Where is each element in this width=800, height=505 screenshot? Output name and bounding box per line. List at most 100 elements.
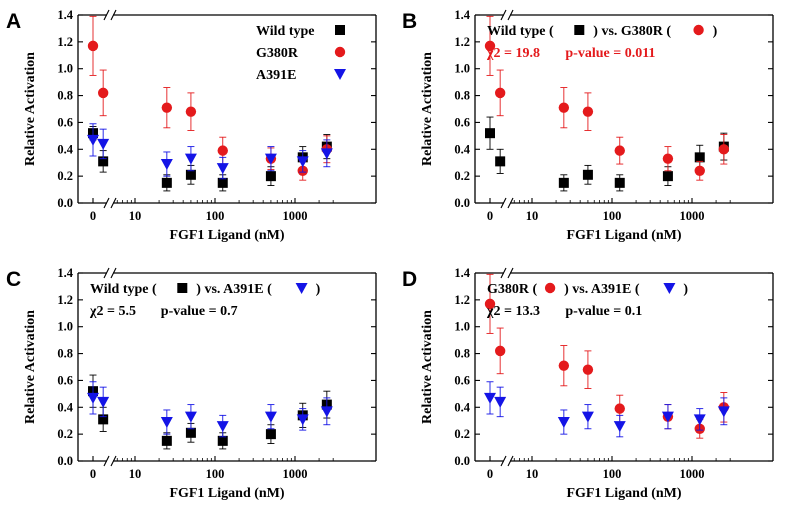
data-point-g380r	[694, 165, 705, 176]
axis-break-mark	[500, 455, 507, 467]
y-tick-label: 1.4	[454, 8, 470, 22]
x-tick-label: 1000	[680, 209, 705, 223]
legend-label-a391e: A391E	[256, 68, 296, 83]
y-tick-label: 0.8	[57, 347, 73, 361]
axis-break-mark	[500, 197, 507, 209]
data-point-a391e	[717, 406, 730, 418]
axis-break-mark	[500, 9, 507, 21]
y-tick-label: 0.2	[57, 427, 73, 441]
series-a391e	[87, 381, 333, 438]
y-tick-label: 0.2	[57, 169, 73, 183]
series-wild_type	[485, 116, 729, 192]
legend-text-part2: ) vs. G380R (	[593, 24, 671, 39]
y-tick-label: 1.2	[454, 293, 470, 307]
x-tick-label: 0	[90, 467, 96, 481]
data-point-wild_type	[582, 169, 593, 180]
legend-text-part3: )	[683, 282, 688, 297]
data-point-a391e	[160, 417, 173, 429]
legend-text-part2: ) vs. A391E (	[564, 282, 640, 297]
data-point-a391e	[97, 396, 110, 408]
data-point-wild_type	[98, 414, 109, 425]
data-point-a391e	[296, 156, 309, 168]
data-point-wild_type	[265, 171, 276, 182]
axis-break-mark	[110, 455, 117, 467]
axis-break-mark	[110, 197, 117, 209]
data-point-a391e	[87, 134, 99, 146]
y-tick-label: 1.2	[57, 35, 73, 49]
data-point-g380r	[558, 360, 570, 371]
y-tick-label: 0.0	[57, 454, 73, 468]
data-point-g380r	[662, 153, 674, 164]
x-tick-label: 10	[526, 467, 539, 481]
data-point-a391e	[613, 421, 626, 433]
y-tick-label: 1.0	[57, 320, 73, 334]
legend-text-part2: ) vs. A391E (	[196, 282, 272, 297]
data-point-wild_type	[217, 435, 228, 446]
data-point-g380r	[87, 40, 99, 52]
y-tick-label: 1.0	[454, 62, 470, 76]
legend-marker-g380r	[334, 46, 346, 58]
data-point-g380r	[582, 106, 594, 117]
x-tick-label: 100	[206, 467, 225, 481]
y-tick-label: 0.8	[454, 347, 470, 361]
data-point-a391e	[264, 153, 277, 165]
panel-letter: D	[402, 268, 417, 291]
data-point-g380r	[484, 40, 496, 52]
data-point-a391e	[184, 153, 197, 165]
y-tick-label: 0.0	[454, 454, 470, 468]
data-point-a391e	[97, 138, 110, 150]
data-point-a391e	[494, 396, 507, 408]
panel-letter: A	[6, 10, 21, 33]
axis-break-mark	[103, 197, 110, 209]
legend-marker-wild_type	[574, 25, 585, 35]
chi-square-value: χ2 = 19.8	[486, 46, 540, 61]
x-tick-label: 1000	[283, 467, 308, 481]
data-point-a391e	[581, 411, 594, 423]
x-tick-label: 1000	[283, 209, 308, 223]
y-tick-label: 1.2	[454, 35, 470, 49]
x-tick-label: 1000	[680, 467, 705, 481]
x-tick-label: 0	[487, 209, 493, 223]
data-point-wild_type	[161, 177, 172, 188]
p-value: p-value = 0.011	[565, 46, 655, 61]
data-point-g380r	[558, 102, 570, 113]
legend-label-g380r: G380R	[256, 46, 299, 61]
data-point-g380r	[582, 364, 594, 375]
legend-marker-wild_type	[177, 283, 188, 293]
y-tick-label: 0.2	[454, 427, 470, 441]
series-wild_type	[88, 374, 332, 450]
axis-break-mark	[507, 197, 514, 209]
data-point-a391e	[296, 414, 309, 426]
data-point-a391e	[184, 411, 197, 423]
y-tick-label: 0.6	[454, 373, 470, 387]
y-tick-label: 0.0	[57, 196, 73, 210]
data-point-a391e	[216, 163, 229, 175]
panel-letter: B	[402, 10, 417, 33]
data-point-g380r	[161, 102, 173, 113]
data-point-g380r	[484, 298, 496, 310]
y-tick-label: 0.6	[57, 115, 73, 129]
x-axis-title: FGF1 Ligand (nM)	[169, 228, 284, 243]
x-tick-label: 10	[129, 209, 142, 223]
y-tick-label: 0.8	[454, 89, 470, 103]
data-point-g380r	[494, 87, 506, 99]
legend-marker-wild_type	[335, 25, 345, 35]
data-point-g380r	[718, 144, 730, 155]
y-tick-label: 0.6	[454, 115, 470, 129]
data-point-a391e	[557, 417, 570, 429]
p-value: p-value = 0.7	[161, 304, 238, 319]
axis-break-mark	[110, 9, 117, 21]
data-point-wild_type	[185, 427, 196, 438]
y-axis-title: Relative Activation	[420, 310, 435, 424]
chi-square-value: χ2 = 13.3	[486, 304, 540, 319]
series-wild_type	[88, 126, 332, 192]
y-tick-label: 0.4	[57, 142, 73, 156]
panel-c: C 0.0 0.2 0.4 0.6 0.8 1.0 1.2 1.4 0 10 100 1000 FGF1 …	[6, 266, 377, 501]
axis-break-mark	[110, 267, 117, 279]
axis-break-mark	[103, 9, 110, 21]
data-point-a391e	[320, 148, 333, 160]
y-tick-label: 1.4	[454, 266, 470, 280]
legend-marker-g380r	[544, 282, 556, 294]
y-axis-title: Relative Activation	[23, 310, 38, 424]
